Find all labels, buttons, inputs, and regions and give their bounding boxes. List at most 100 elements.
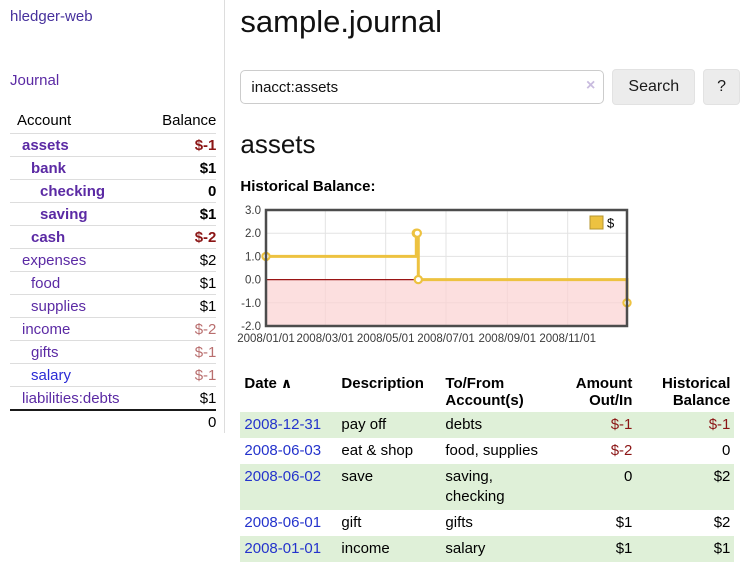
accounts-table: Account Balance assets $-1 bank $1 check… bbox=[10, 109, 217, 433]
search-button[interactable]: Search bbox=[612, 69, 696, 105]
account-column-header: Account bbox=[17, 112, 72, 129]
svg-text:0.0: 0.0 bbox=[245, 275, 261, 287]
svg-text:-1.0: -1.0 bbox=[242, 298, 262, 310]
svg-text:3.0: 3.0 bbox=[245, 205, 261, 217]
register-header-row: Date ∧ Description To/From Account(s) Amo… bbox=[240, 372, 734, 412]
account-balance: $1 bbox=[148, 156, 217, 180]
account-link-assets[interactable]: assets bbox=[22, 136, 69, 154]
sort-asc-icon: ∧ bbox=[280, 375, 293, 391]
svg-text:2008/03/01: 2008/03/01 bbox=[297, 333, 355, 345]
account-row: liabilities:debts $1 bbox=[10, 386, 217, 410]
sidebar: hledger-web Journal Account Balance asse… bbox=[0, 0, 226, 433]
account-link-food[interactable]: food bbox=[31, 274, 61, 292]
search-input[interactable] bbox=[240, 70, 605, 104]
svg-text:1.0: 1.0 bbox=[245, 251, 261, 263]
transaction-description: pay off bbox=[341, 416, 387, 433]
transaction-description: gift bbox=[341, 514, 362, 531]
account-row: expenses $2 bbox=[10, 248, 217, 272]
account-link-bank[interactable]: bank bbox=[31, 159, 67, 177]
account-balance: 0 bbox=[148, 179, 217, 203]
transaction-date-link[interactable]: 2008-12-31 bbox=[244, 416, 322, 433]
register-row: 2008-06-03 eat & shop food, supplies $-2… bbox=[240, 438, 734, 464]
account-row: cash $-2 bbox=[10, 225, 217, 249]
svg-text:2.0: 2.0 bbox=[245, 228, 261, 240]
account-row: saving $1 bbox=[10, 202, 217, 226]
accounts-column-header: To/From Account(s) bbox=[445, 375, 524, 409]
transaction-amount: $1 bbox=[615, 514, 633, 531]
transaction-amount: $-1 bbox=[610, 416, 633, 433]
account-row: assets $-1 bbox=[10, 133, 217, 157]
description-column-header: Description bbox=[341, 375, 424, 392]
transaction-accounts: salary bbox=[445, 540, 486, 557]
page: hledger-web Journal Account Balance asse… bbox=[0, 0, 740, 562]
account-row: bank $1 bbox=[10, 156, 217, 180]
transaction-description: eat & shop bbox=[341, 442, 414, 459]
chart-title: Historical Balance: bbox=[240, 178, 376, 195]
balance-column-header: Balance bbox=[162, 112, 217, 129]
balance-column-header: Historical Balance bbox=[662, 375, 731, 409]
journal-nav-link[interactable]: Journal bbox=[10, 72, 60, 89]
account-balance: $1 bbox=[148, 271, 217, 295]
register-row: 2008-06-01 gift gifts $1 $2 bbox=[240, 510, 734, 536]
accounts-header-row: Account Balance bbox=[10, 109, 216, 134]
account-page-heading: assets bbox=[240, 129, 316, 159]
accounts-total: 0 bbox=[148, 409, 217, 433]
transaction-accounts: food, supplies bbox=[445, 442, 538, 459]
register-row: 2008-01-01 income salary $1 $1 bbox=[240, 536, 735, 562]
transaction-date-link[interactable]: 2008-06-03 bbox=[244, 442, 322, 459]
account-row: checking 0 bbox=[10, 179, 217, 203]
transaction-amount: $1 bbox=[615, 540, 633, 557]
svg-text:2008/01/01: 2008/01/01 bbox=[238, 333, 296, 345]
search-form: × Search ? bbox=[240, 69, 740, 105]
account-row: food $1 bbox=[10, 271, 217, 295]
account-balance: $-2 bbox=[148, 317, 217, 341]
account-link-gifts[interactable]: gifts bbox=[31, 343, 59, 361]
account-balance: $1 bbox=[148, 386, 217, 410]
app-title[interactable]: hledger-web bbox=[10, 8, 93, 25]
account-row: supplies $1 bbox=[10, 294, 217, 318]
svg-text:2008/09/01: 2008/09/01 bbox=[479, 333, 537, 345]
amount-column-header: Amount Out/In bbox=[575, 375, 633, 409]
transaction-accounts: debts bbox=[445, 416, 483, 433]
svg-text:2008/05/01: 2008/05/01 bbox=[357, 333, 415, 345]
account-link-checking[interactable]: checking bbox=[40, 182, 106, 200]
account-row: gifts $-1 bbox=[10, 340, 217, 364]
transaction-accounts: gifts bbox=[445, 514, 473, 531]
register-table: Date ∧ Description To/From Account(s) Amo… bbox=[240, 372, 735, 562]
account-link-cash[interactable]: cash bbox=[31, 228, 66, 246]
account-row: income $-2 bbox=[10, 317, 217, 341]
clear-search-icon[interactable]: × bbox=[586, 77, 596, 94]
account-balance: $-1 bbox=[148, 133, 217, 157]
register-row: 2008-12-31 pay off debts $-1 $-1 bbox=[240, 412, 735, 438]
transaction-accounts: saving, checking bbox=[445, 468, 505, 505]
search-box: × bbox=[240, 70, 605, 104]
account-balance: $-1 bbox=[148, 363, 217, 387]
transaction-date-link[interactable]: 2008-01-01 bbox=[244, 540, 322, 557]
account-balance: $-2 bbox=[148, 225, 217, 249]
account-link-expenses[interactable]: expenses bbox=[22, 251, 87, 269]
account-link-supplies[interactable]: supplies bbox=[31, 297, 87, 315]
account-balance: $2 bbox=[148, 248, 217, 272]
account-link-liabilities-debts[interactable]: liabilities:debts bbox=[22, 389, 120, 407]
account-link-salary[interactable]: salary bbox=[31, 366, 72, 384]
date-column-header[interactable]: Date ∧ bbox=[244, 375, 293, 392]
svg-text:-2.0: -2.0 bbox=[242, 321, 262, 333]
transaction-amount: 0 bbox=[624, 468, 633, 485]
account-link-saving[interactable]: saving bbox=[40, 205, 88, 223]
help-button[interactable]: ? bbox=[703, 69, 740, 105]
transaction-balance: $1 bbox=[713, 540, 731, 557]
transaction-date-link[interactable]: 2008-06-01 bbox=[244, 514, 322, 531]
account-row: salary $-1 bbox=[10, 363, 217, 387]
account-link-income[interactable]: income bbox=[22, 320, 71, 338]
account-balance: $1 bbox=[148, 294, 217, 318]
transaction-date-link[interactable]: 2008-06-02 bbox=[244, 468, 322, 485]
svg-text:2008/11/01: 2008/11/01 bbox=[540, 333, 597, 345]
account-balance: $-1 bbox=[148, 340, 217, 364]
transaction-balance: $-1 bbox=[708, 416, 731, 433]
transaction-description: save bbox=[341, 468, 374, 485]
transaction-amount: $-2 bbox=[610, 442, 633, 459]
transaction-balance: $2 bbox=[713, 514, 731, 531]
svg-text:2008/07/01: 2008/07/01 bbox=[418, 333, 476, 345]
account-balance: $1 bbox=[148, 202, 217, 226]
